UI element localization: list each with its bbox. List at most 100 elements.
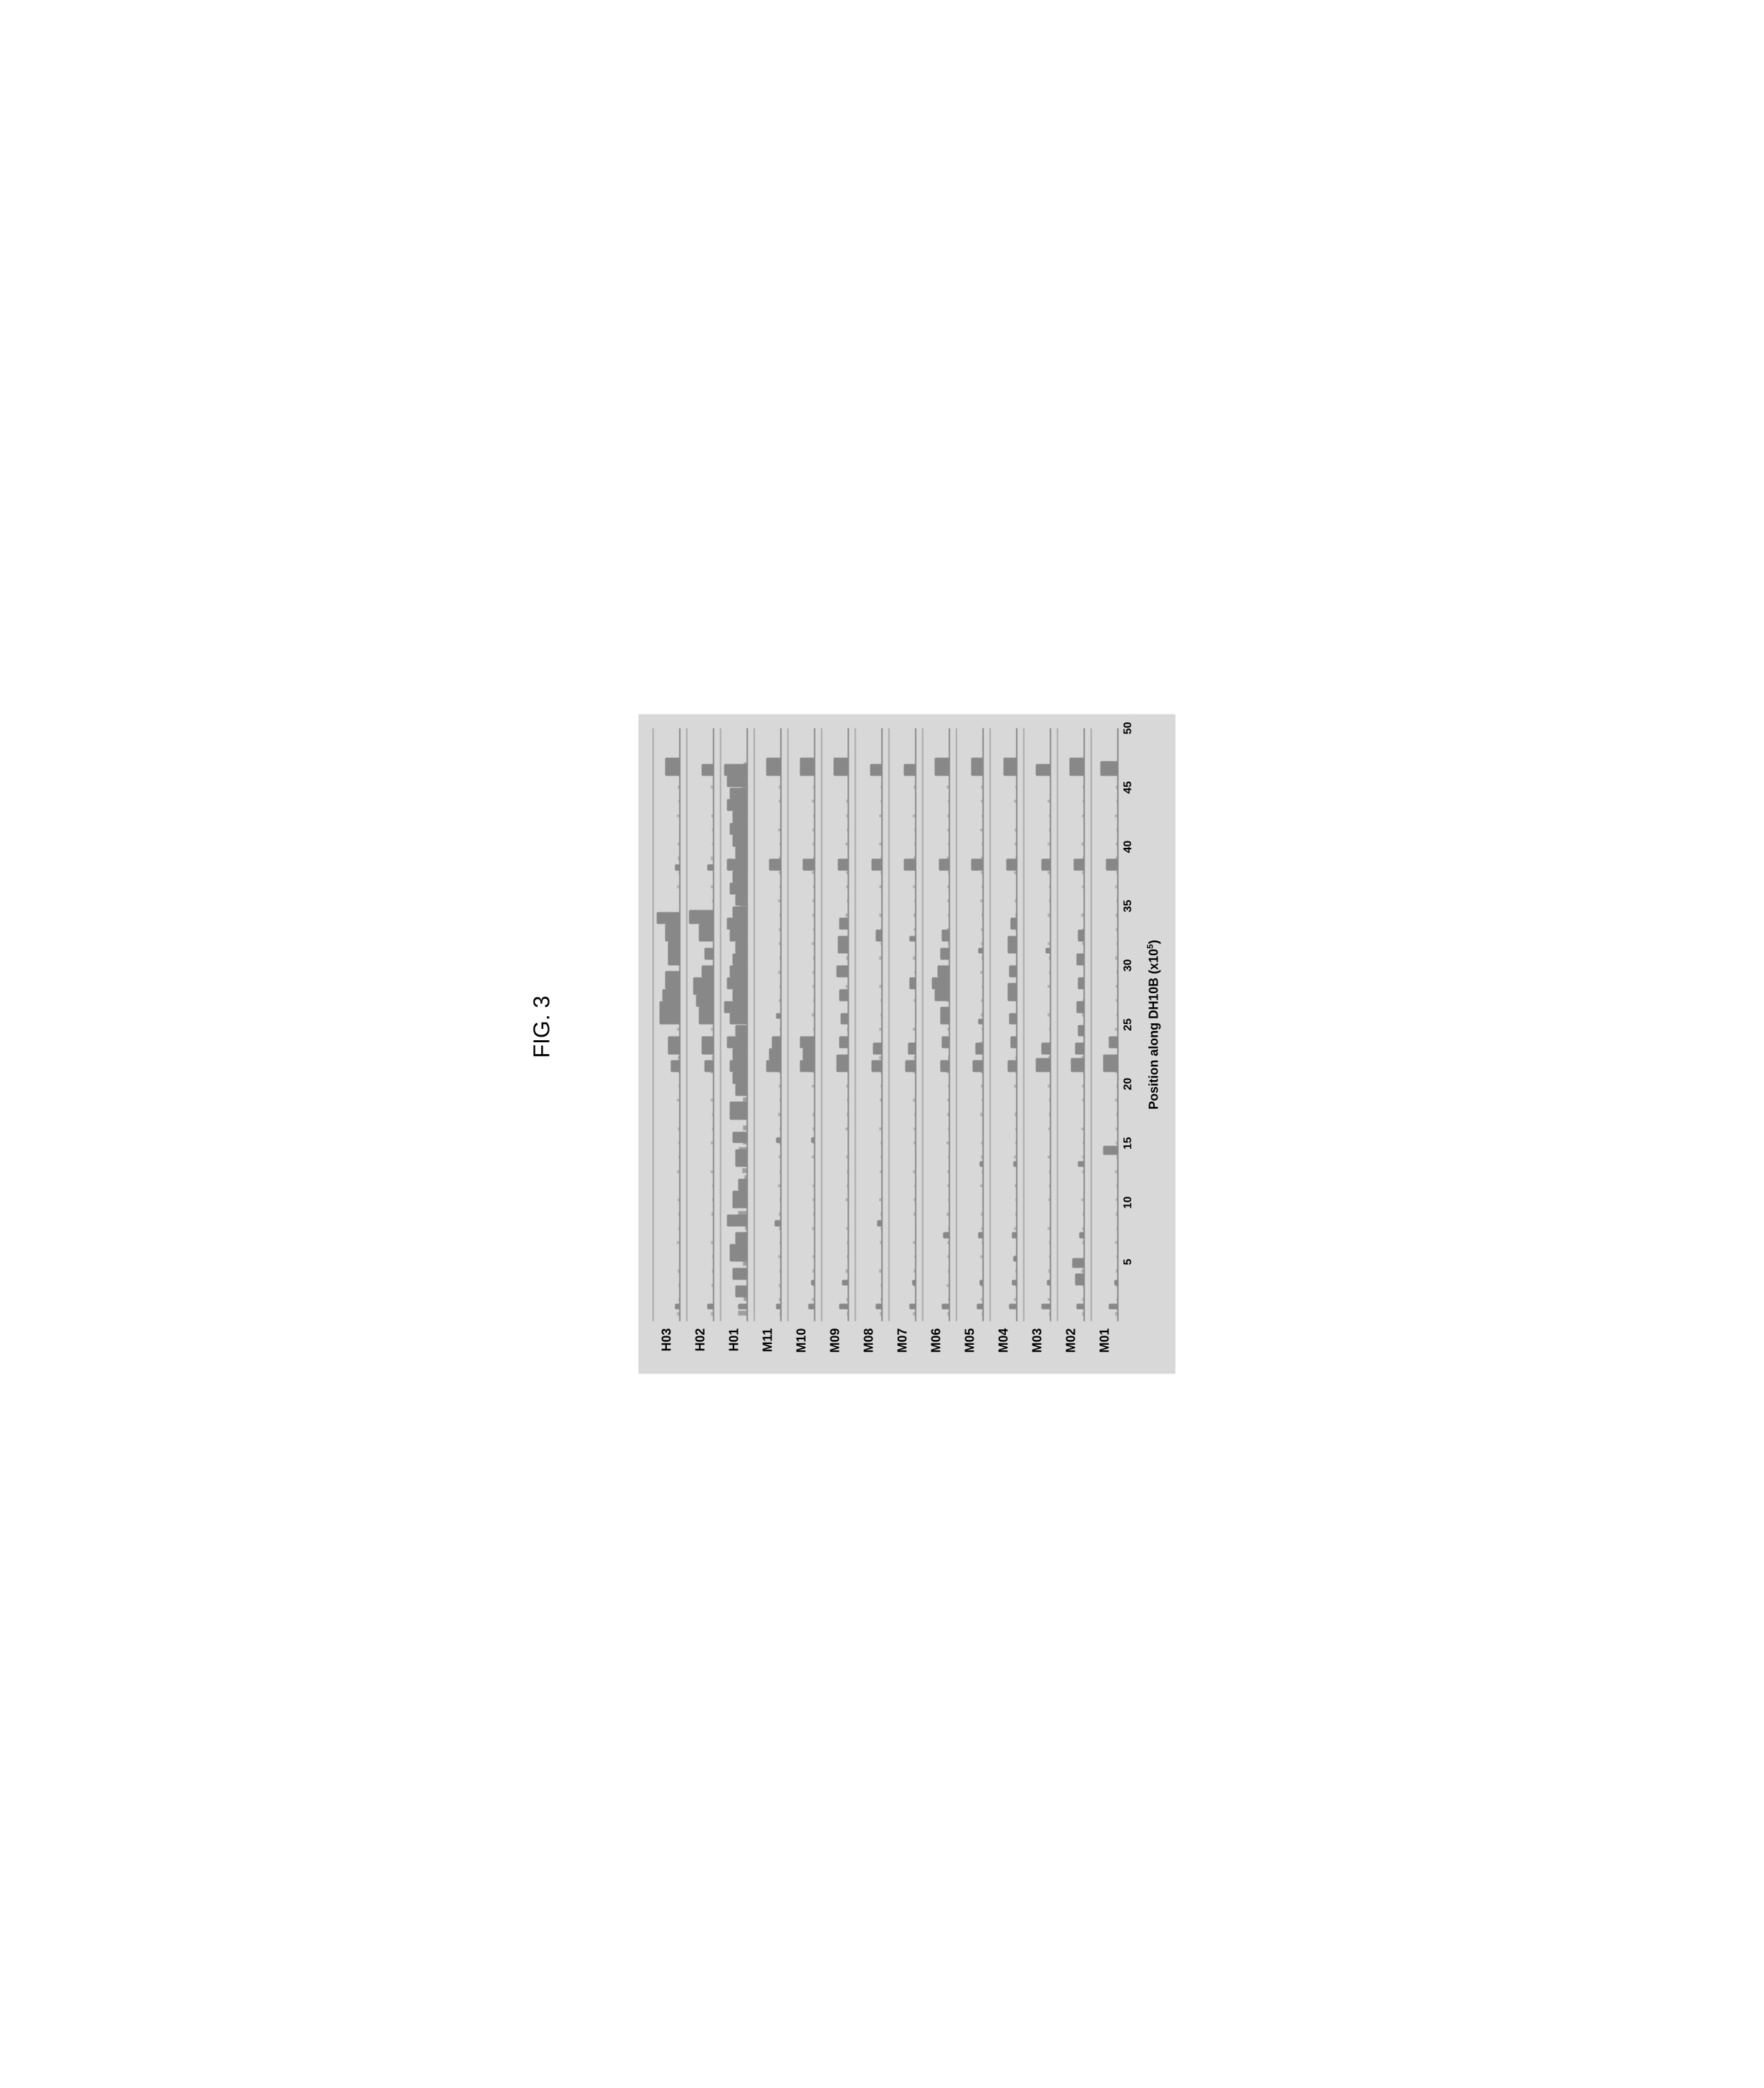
coverage-noise: [678, 943, 679, 945]
coverage-noise: [737, 1090, 746, 1095]
coverage-noise: [1082, 1227, 1083, 1230]
coverage-noise: [913, 1127, 915, 1130]
coverage-noise: [880, 1156, 881, 1159]
track-label: M03: [1030, 1322, 1045, 1360]
coverage-peak: [1012, 1232, 1016, 1238]
coverage-noise: [1082, 1241, 1083, 1244]
coverage-peak: [766, 1060, 780, 1072]
coverage-noise: [1115, 1070, 1117, 1073]
coverage-peak: [976, 1303, 982, 1309]
coverage-noise: [913, 985, 915, 988]
coverage-noise: [981, 814, 982, 817]
coverage-noise: [811, 871, 814, 874]
coverage-noise: [778, 857, 780, 860]
coverage-noise: [981, 1084, 982, 1087]
coverage-peak: [839, 918, 847, 930]
coverage-noise: [1047, 800, 1049, 803]
coverage-noise: [778, 1298, 780, 1301]
coverage-peak: [1103, 1054, 1117, 1072]
coverage-noise: [981, 1213, 982, 1216]
coverage-noise: [738, 1026, 746, 1031]
coverage-noise: [710, 999, 712, 1002]
coverage-noise: [1048, 1270, 1049, 1272]
coverage-peak: [979, 1161, 982, 1166]
coverage-noise: [913, 1312, 915, 1315]
coverage-noise: [740, 1154, 746, 1159]
track-baseline-top: [652, 729, 654, 1322]
coverage-noise: [880, 771, 882, 774]
coverage-noise: [741, 976, 746, 981]
coverage-noise: [738, 912, 746, 917]
coverage-noise: [677, 1312, 679, 1315]
coverage-peak: [800, 1037, 814, 1049]
coverage-noise: [778, 1013, 780, 1016]
coverage-noise: [779, 957, 780, 959]
coverage-noise: [1015, 785, 1016, 788]
coverage-noise: [1082, 1284, 1083, 1286]
track-row: M04: [989, 729, 1017, 1360]
coverage-noise: [812, 971, 814, 973]
coverage-noise: [913, 1284, 915, 1286]
track-baseline: [881, 729, 882, 1322]
coverage-noise: [779, 885, 780, 888]
coverage-noise: [779, 1241, 780, 1244]
coverage-noise: [981, 871, 982, 874]
coverage-noise: [880, 943, 881, 945]
coverage-noise: [710, 785, 712, 788]
figure-label: FIG. 3: [529, 1030, 555, 1058]
coverage-noise: [812, 1270, 814, 1272]
coverage-noise: [880, 1213, 881, 1216]
track-data: [719, 729, 748, 1322]
coverage-peak: [1108, 1037, 1117, 1049]
coverage-peak: [1108, 1303, 1117, 1309]
coverage-noise: [1115, 1284, 1117, 1286]
coverage-noise: [1081, 914, 1083, 917]
coverage-peak: [875, 1303, 881, 1309]
coverage-noise: [779, 1199, 780, 1202]
coverage-peak: [802, 1049, 814, 1060]
coverage-peak: [941, 930, 948, 942]
coverage-peak: [842, 1279, 847, 1285]
coverage-noise: [946, 1141, 948, 1144]
coverage-noise: [738, 870, 746, 875]
coverage-noise: [879, 985, 881, 988]
coverage-noise: [738, 1310, 746, 1315]
coverage-peak: [1045, 947, 1049, 953]
coverage-noise: [845, 914, 847, 917]
coverage-noise: [1116, 800, 1117, 803]
coverage-peak: [662, 989, 679, 1001]
track-baseline: [780, 729, 781, 1322]
coverage-noise: [1082, 1099, 1083, 1102]
coverage-noise: [738, 1033, 746, 1038]
coverage-noise: [1115, 914, 1117, 917]
coverage-noise: [846, 871, 847, 874]
coverage-noise: [741, 813, 746, 818]
coverage-noise: [1116, 1298, 1117, 1301]
x-tick: 50: [1122, 722, 1134, 735]
coverage-noise: [846, 1156, 847, 1159]
coverage-peak: [1079, 1232, 1083, 1238]
coverage-noise: [1014, 1113, 1016, 1116]
coverage-noise: [845, 1270, 847, 1272]
coverage-noise: [743, 962, 746, 966]
coverage-noise: [879, 1199, 881, 1202]
coverage-peak: [940, 1007, 948, 1025]
coverage-noise: [778, 800, 780, 803]
coverage-noise: [813, 1141, 814, 1144]
track-data: [854, 729, 882, 1322]
coverage-noise: [738, 1254, 746, 1258]
coverage-peak: [668, 1037, 679, 1054]
coverage-noise: [1015, 857, 1016, 860]
coverage-noise: [710, 1241, 712, 1244]
coverage-noise: [677, 1099, 679, 1102]
coverage-noise: [846, 814, 847, 817]
track-baseline-top: [719, 729, 721, 1322]
coverage-noise: [947, 814, 948, 817]
coverage-noise: [710, 1028, 712, 1030]
coverage-peak: [675, 1303, 679, 1309]
coverage-noise: [981, 1156, 982, 1159]
coverage-noise: [880, 1284, 881, 1286]
coverage-peak: [802, 858, 814, 870]
coverage-noise: [1081, 843, 1083, 846]
coverage-noise: [743, 1104, 746, 1109]
